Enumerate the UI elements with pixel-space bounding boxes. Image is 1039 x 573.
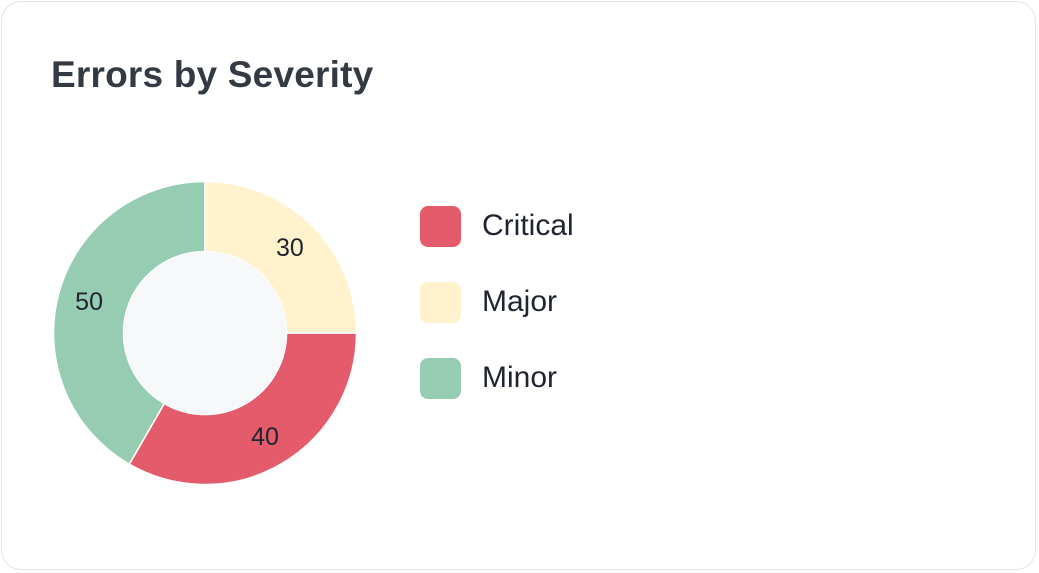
- slice-label-critical: 40: [251, 423, 279, 451]
- chart-legend: Critical Major Minor: [420, 205, 574, 433]
- donut-chart: 40 50 30: [52, 180, 358, 486]
- legend-label-critical: Critical: [482, 209, 574, 242]
- chart-title: Errors by Severity: [51, 54, 374, 95]
- slice-label-major: 30: [276, 234, 304, 262]
- legend-swatch-minor: [420, 357, 461, 399]
- slice-label-minor: 50: [75, 288, 103, 316]
- legend-swatch-critical: [420, 205, 461, 247]
- legend-item-major[interactable]: Major: [420, 281, 574, 323]
- legend-label-minor: Minor: [482, 361, 558, 394]
- donut-hole: [123, 251, 287, 415]
- legend-label-major: Major: [482, 285, 558, 318]
- legend-swatch-major: [420, 281, 461, 323]
- slice-major[interactable]: [204, 180, 358, 334]
- donut-chart-svg: 40 50 30: [52, 180, 358, 486]
- legend-item-minor[interactable]: Minor: [420, 357, 574, 399]
- legend-item-critical[interactable]: Critical: [420, 205, 574, 247]
